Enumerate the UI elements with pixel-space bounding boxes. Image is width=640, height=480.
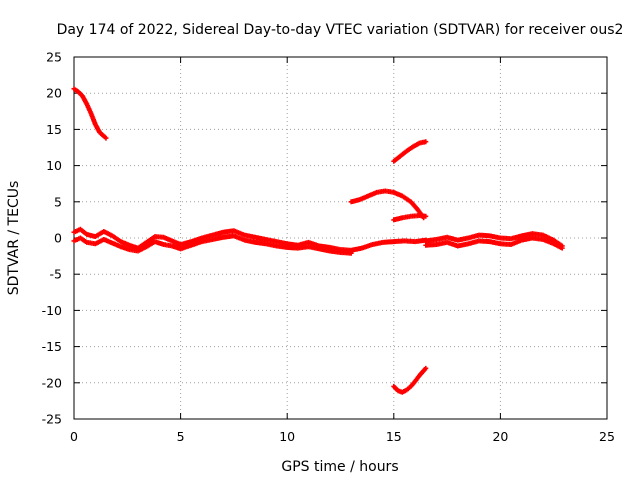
- y-tick-label: 0: [54, 231, 62, 246]
- data-point: [423, 365, 429, 371]
- y-tick-label: 15: [46, 122, 62, 137]
- x-tick-label: 10: [279, 429, 295, 444]
- data-point: [423, 213, 429, 219]
- tick-labels: 0 5 10 15 20 25 -25 -20 -15 -10 -5 0 5 10 15 20 25: [42, 50, 615, 445]
- x-tick-label: 20: [492, 429, 508, 444]
- data-point: [348, 250, 354, 256]
- data-series: [71, 233, 354, 256]
- y-tick-label: -5: [50, 267, 62, 282]
- axis-ticks: [73, 56, 608, 420]
- data-series: [391, 365, 429, 395]
- x-tick-label: 15: [386, 429, 402, 444]
- y-tick-label: 25: [46, 50, 62, 65]
- y-tick-label: -10: [42, 303, 62, 318]
- y-tick-label: 20: [46, 86, 62, 101]
- x-tick-label: 0: [70, 429, 78, 444]
- data-point: [103, 135, 109, 141]
- data-series: [348, 188, 427, 221]
- y-axis-title: SDTVAR / TECUs: [6, 181, 22, 296]
- data-series: [423, 235, 565, 251]
- data-series: [391, 213, 429, 223]
- chart-title: Day 174 of 2022, Sidereal Day-to-day VTE…: [57, 22, 624, 38]
- y-tick-label: -20: [42, 375, 62, 390]
- x-tick-label: 25: [599, 429, 615, 444]
- data-series: [71, 86, 109, 141]
- x-tick-label: 5: [177, 429, 185, 444]
- x-axis-title: GPS time / hours: [281, 459, 398, 475]
- y-tick-label: 5: [54, 194, 62, 209]
- y-tick-label: -15: [42, 339, 62, 354]
- data-point: [423, 139, 429, 145]
- data-series: [391, 139, 429, 164]
- data-markers: [71, 86, 565, 395]
- data-point: [559, 245, 565, 251]
- data-series: [423, 231, 565, 249]
- y-tick-label: 10: [46, 158, 62, 173]
- y-tick-label: -25: [42, 412, 62, 427]
